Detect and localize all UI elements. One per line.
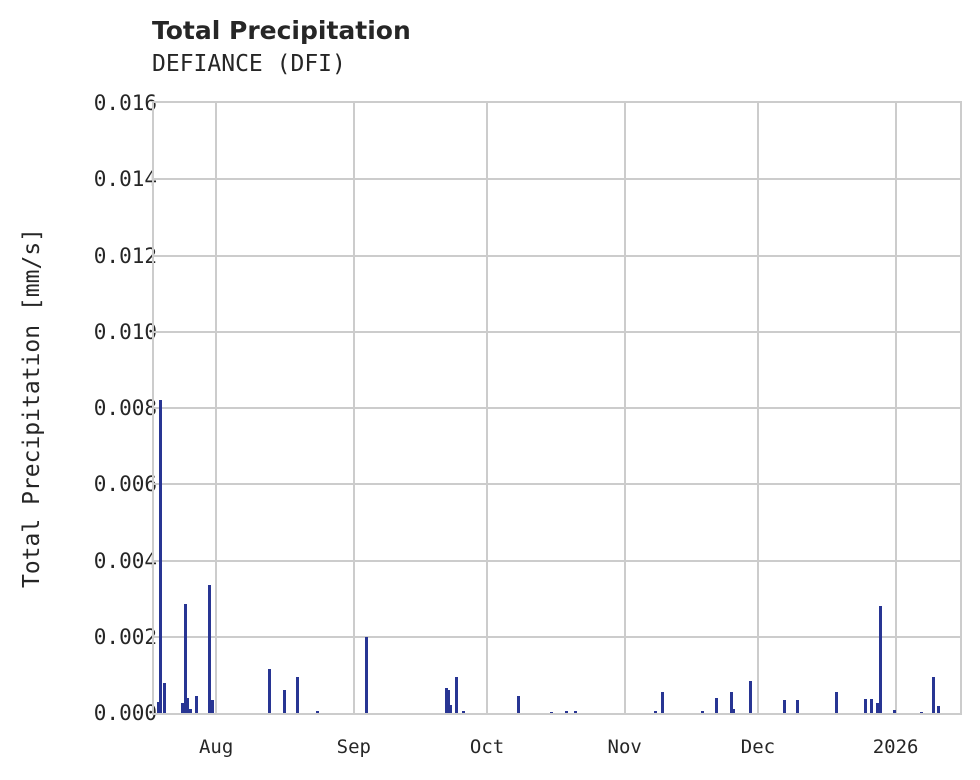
- gridline-vertical: [756, 103, 759, 713]
- gridline-horizontal: [154, 330, 960, 333]
- x-tick-label: Sep: [336, 736, 371, 758]
- plot-area: [152, 101, 962, 715]
- precip-bar: [516, 695, 520, 713]
- x-tick-label: Dec: [740, 736, 776, 758]
- precip-bar: [444, 688, 448, 713]
- precip-bar: [158, 400, 162, 713]
- precip-bar: [701, 711, 705, 713]
- y-tick-label: 0.014: [93, 167, 157, 192]
- y-tick-label: 0.004: [93, 548, 157, 573]
- x-tick-label: Nov: [607, 736, 642, 758]
- y-tick-label: 0.016: [93, 91, 157, 115]
- gridline-vertical: [623, 103, 626, 713]
- gridline-horizontal: [154, 635, 960, 638]
- y-tick-label: 0.012: [93, 243, 157, 268]
- precip-bar: [937, 706, 941, 713]
- precip-bar: [749, 680, 753, 713]
- precip-bar: [783, 699, 787, 713]
- precip-bar: [210, 699, 214, 713]
- y-tick-label: 0.008: [93, 396, 157, 420]
- gridline-horizontal: [154, 254, 960, 257]
- precip-bar: [208, 585, 212, 713]
- precip-bar: [574, 711, 578, 713]
- precip-bar: [729, 692, 733, 713]
- gridline-vertical: [894, 103, 897, 713]
- precip-bar: [661, 692, 665, 713]
- precip-bar: [876, 703, 880, 713]
- precip-bar: [185, 697, 189, 713]
- precip-bar: [156, 701, 160, 713]
- gridline-vertical: [486, 103, 489, 713]
- precip-bar: [195, 695, 199, 713]
- precip-bar: [181, 703, 185, 713]
- precip-bar: [183, 604, 187, 713]
- gridline-horizontal: [154, 483, 960, 486]
- x-tick-label: Aug: [198, 736, 234, 758]
- y-tick-label: 0.000: [93, 701, 157, 725]
- gridline-horizontal: [154, 407, 960, 409]
- precip-bar: [162, 682, 166, 713]
- precip-bar: [869, 698, 873, 713]
- precip-bar: [549, 711, 553, 713]
- precip-bar: [188, 709, 192, 713]
- precip-bar: [455, 676, 459, 713]
- precip-bar: [796, 699, 800, 713]
- precip-bar: [920, 711, 924, 713]
- precip-bar: [365, 636, 369, 713]
- precip-bar: [715, 697, 719, 713]
- y-tick-label: 0.002: [93, 624, 157, 649]
- precip-bar: [267, 669, 271, 713]
- precip-bar: [932, 676, 936, 713]
- gridline-vertical: [215, 103, 218, 713]
- precip-bar: [462, 711, 466, 713]
- gridline-horizontal: [154, 178, 960, 181]
- x-tick-label: 2026: [872, 736, 919, 758]
- chart-title: Total Precipitation: [152, 16, 411, 45]
- precip-bar: [892, 709, 896, 713]
- precip-bar: [446, 690, 450, 713]
- chart-subtitle: DEFIANCE (DFI): [152, 51, 346, 77]
- precip-bar: [864, 698, 868, 713]
- gridline-vertical: [352, 103, 355, 713]
- precip-bar: [732, 709, 736, 713]
- y-tick-label: 0.010: [93, 319, 157, 344]
- precip-bar: [878, 606, 882, 713]
- gridline-horizontal: [154, 559, 960, 562]
- precip-bar: [835, 692, 839, 713]
- precip-bar: [653, 711, 657, 713]
- x-tick-label: Oct: [469, 736, 505, 758]
- precip-bar: [296, 676, 300, 713]
- precip-bar: [448, 705, 452, 713]
- precip-bar: [565, 711, 569, 713]
- precip-bar: [316, 711, 320, 713]
- y-tick-label: 0.006: [93, 472, 157, 497]
- precip-bar: [283, 690, 287, 713]
